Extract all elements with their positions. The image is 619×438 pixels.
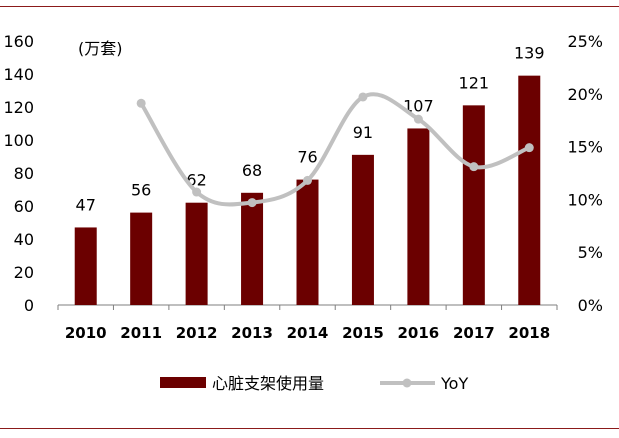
legend-swatch-bar bbox=[160, 377, 206, 388]
y-left-tick-label: 160 bbox=[3, 32, 34, 51]
x-tick-label: 2018 bbox=[508, 324, 550, 342]
y-left-tick-label: 80 bbox=[14, 164, 34, 183]
bar bbox=[462, 105, 485, 305]
bar-series bbox=[74, 75, 541, 306]
y-left-tick-label: 100 bbox=[3, 131, 34, 150]
x-tick-label: 2011 bbox=[120, 324, 162, 342]
yoy-point bbox=[413, 114, 423, 124]
y-right-tick-label: 0% bbox=[578, 296, 603, 315]
bar-data-label: 121 bbox=[459, 73, 490, 92]
x-tick-label: 2012 bbox=[176, 324, 218, 342]
bar bbox=[241, 192, 264, 305]
x-tick-label: 2010 bbox=[65, 324, 107, 342]
yoy-point bbox=[303, 175, 312, 185]
bar-data-label: 56 bbox=[131, 181, 151, 200]
bar bbox=[185, 202, 208, 305]
yoy-point bbox=[192, 187, 202, 197]
legend-label-line: YoY bbox=[440, 374, 468, 393]
y-left-tick-label: 60 bbox=[14, 197, 34, 216]
bar-data-label: 139 bbox=[514, 44, 545, 63]
unit-label: (万套) bbox=[78, 39, 123, 58]
x-tick-label: 2013 bbox=[231, 324, 273, 342]
x-tick-label: 2015 bbox=[342, 324, 384, 342]
bar-data-label: 47 bbox=[76, 195, 96, 214]
y-left-tick-label: 0 bbox=[24, 296, 34, 315]
yoy-point bbox=[469, 162, 479, 172]
bar bbox=[296, 179, 319, 305]
x-tick-label: 2017 bbox=[453, 324, 495, 342]
yoy-point bbox=[247, 198, 257, 208]
yoy-point bbox=[136, 98, 146, 108]
legend-label-bar: 心脏支架使用量 bbox=[212, 374, 324, 393]
y-left-tick-label: 40 bbox=[14, 230, 34, 249]
y-right-tick-label: 25% bbox=[567, 32, 603, 51]
bar bbox=[351, 154, 374, 305]
bar bbox=[518, 75, 541, 306]
x-tick-label: 2014 bbox=[287, 324, 329, 342]
y-right-tick-label: 5% bbox=[578, 243, 603, 262]
top-rule bbox=[0, 6, 619, 7]
bar-data-label: 68 bbox=[242, 161, 262, 180]
bar bbox=[74, 227, 97, 305]
axes: 2010 2011 2012 2013 2014 2015 2016 2017 2018 0 20 4… bbox=[3, 32, 603, 342]
legend: 心脏支架使用量 YoY bbox=[160, 374, 468, 393]
bar-data-label: 76 bbox=[297, 148, 317, 167]
bar bbox=[407, 128, 430, 305]
bar-data-label: 107 bbox=[403, 96, 434, 115]
y-right-tick-label: 20% bbox=[567, 85, 603, 104]
bar-data-label: 91 bbox=[353, 123, 373, 142]
y-left-tick-label: 20 bbox=[14, 263, 34, 282]
y-left-tick-label: 120 bbox=[3, 98, 34, 117]
x-tick-label: 2016 bbox=[398, 324, 440, 342]
y-right-tick-label: 10% bbox=[567, 190, 603, 209]
y-left-tick-label: 140 bbox=[3, 65, 34, 84]
legend-swatch-point bbox=[402, 378, 412, 388]
y-right-tick-label: 15% bbox=[567, 138, 603, 157]
yoy-series bbox=[136, 92, 534, 208]
yoy-point bbox=[358, 92, 368, 102]
bar bbox=[130, 212, 153, 305]
bottom-rule bbox=[0, 428, 619, 429]
yoy-point bbox=[524, 143, 534, 153]
